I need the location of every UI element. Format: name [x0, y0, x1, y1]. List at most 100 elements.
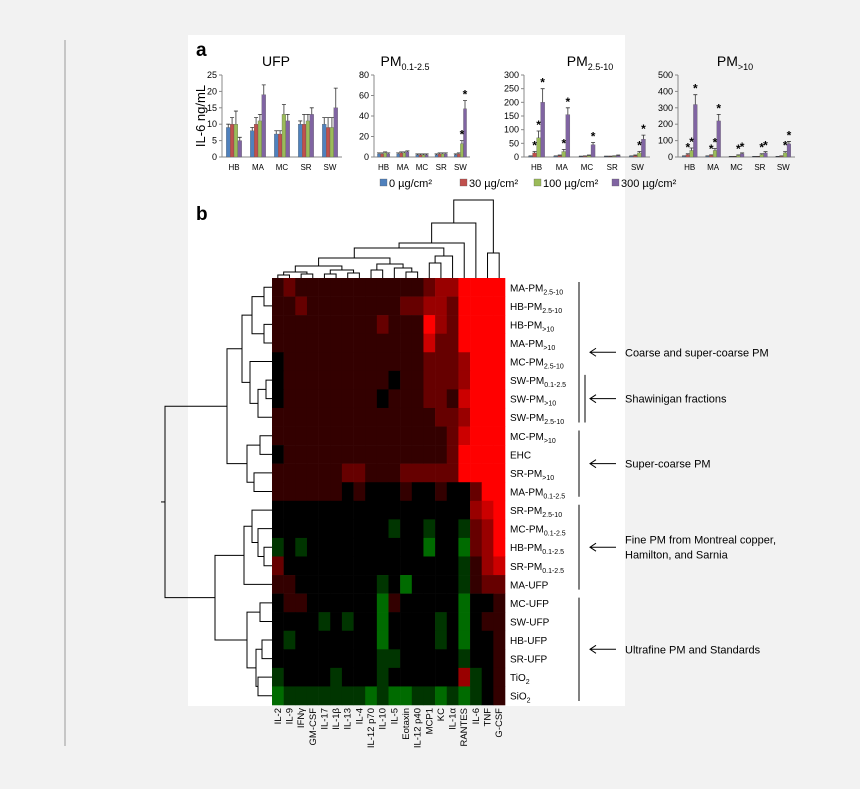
x-tick-label: MA [556, 163, 569, 172]
significance-star: * [787, 128, 792, 142]
heatmap-cell [470, 575, 482, 594]
heatmap-cell [365, 389, 378, 409]
heatmap-cell [400, 649, 413, 669]
heatmap-cell [272, 370, 284, 390]
error-bar [716, 113, 721, 121]
chart-title-main: PM [380, 53, 401, 69]
error-bar [261, 84, 266, 95]
error-bar [329, 117, 334, 128]
heatmap-cell [376, 482, 389, 502]
heatmap-cell [388, 278, 401, 297]
heatmap-cell [306, 278, 319, 297]
group-label: Fine PM from Montreal copper, [625, 535, 776, 547]
y-tick-label: 60 [359, 91, 369, 101]
error-bar [536, 130, 541, 138]
bar [302, 124, 307, 158]
row-label-text: HB-PM [510, 543, 542, 554]
heatmap-cell [435, 537, 448, 557]
error-bar [557, 154, 562, 156]
heatmap-cell [400, 352, 413, 372]
heatmap-cell [283, 537, 296, 557]
heatmap-cell [353, 556, 366, 576]
error-bar [281, 104, 286, 115]
heatmap-cell [435, 389, 448, 409]
significance-star: * [460, 128, 465, 142]
heatmap-cell [283, 315, 296, 334]
error-bar [333, 87, 338, 108]
panel-label: b [196, 204, 208, 225]
heatmap-cell [481, 426, 494, 446]
x-tick-label: SR [607, 163, 618, 172]
row-label-sub: 2.5-10 [542, 512, 562, 519]
significance-star: * [763, 139, 768, 153]
heatmap-cell [481, 575, 494, 594]
significance-star: * [709, 142, 714, 156]
heatmap-cell [318, 519, 331, 539]
y-tick-label: 0 [364, 152, 369, 162]
heatmap-cell [376, 352, 389, 372]
heatmap-cell [400, 575, 413, 594]
row-label: SR-UFP [510, 655, 548, 666]
heatmap-cell [423, 445, 436, 464]
column-label: IL-10 [378, 708, 389, 730]
heatmap-cell [458, 315, 471, 334]
heatmap-cell [388, 463, 401, 483]
heatmap-cell [411, 389, 424, 409]
row-label-text: MC-PM [510, 525, 544, 536]
heatmap-cell [353, 333, 366, 353]
heatmap-cell [272, 649, 284, 669]
group-label: Coarse and super-coarse PM [625, 347, 769, 359]
error-bar [305, 113, 310, 121]
heatmap-cell [481, 445, 494, 464]
heatmap-cell [341, 630, 354, 650]
heatmap-cell [435, 407, 448, 427]
heatmap-cell [481, 537, 494, 557]
error-bar [254, 117, 259, 125]
heatmap-cell [400, 333, 413, 353]
heatmap-cell [388, 352, 401, 372]
group-arrow [589, 347, 616, 357]
heatmap-cell [376, 426, 389, 446]
heatmap-cell [272, 426, 284, 446]
heatmap-cell [388, 612, 401, 632]
heatmap-cell [446, 389, 459, 409]
error-bar [233, 110, 238, 125]
heatmap-cell [388, 333, 401, 353]
x-tick-label: MC [276, 163, 289, 172]
significance-star: * [637, 139, 642, 153]
row-label-text: SR-PM [510, 469, 542, 480]
bar [396, 153, 400, 158]
heatmap-cell [435, 426, 448, 446]
legend-swatch [459, 178, 468, 187]
heatmap-cell [283, 593, 296, 613]
heatmap-cell [446, 649, 459, 669]
heatmap-cell [423, 389, 436, 409]
heatmap-cell [341, 278, 354, 297]
heatmap-cell [481, 519, 494, 539]
heatmap-cell [400, 426, 413, 446]
heatmap-cell [446, 575, 459, 594]
heatmap-cell [400, 370, 413, 390]
heatmap-cell [306, 333, 319, 353]
heatmap-cell [353, 537, 366, 557]
heatmap-cell [446, 630, 459, 650]
bar [786, 143, 791, 158]
heatmap-cell [411, 445, 424, 464]
heatmap-cell [458, 667, 471, 687]
heatmap-cell [481, 630, 494, 650]
heatmap-cell [365, 686, 378, 706]
column-label: IL-6 [471, 708, 482, 724]
bar [460, 143, 464, 158]
heatmap-cell [341, 519, 354, 539]
bar [685, 154, 690, 158]
heatmap-cell [388, 389, 401, 409]
heatmap-cell [388, 519, 401, 539]
bar [421, 154, 426, 158]
bar [693, 104, 698, 158]
heatmap-cell [376, 612, 389, 632]
heatmap-cell [493, 445, 506, 464]
heatmap-cell [272, 333, 284, 353]
row-label: MC-PM0.1-2.5 [510, 525, 566, 538]
heatmap-cell [376, 649, 389, 669]
heatmap-cell [493, 556, 506, 576]
